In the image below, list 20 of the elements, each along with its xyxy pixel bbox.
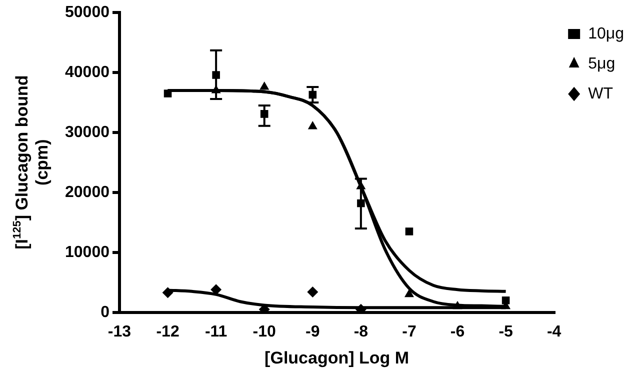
y-tick-label: 50000 <box>64 4 110 22</box>
legend-label: 5μg <box>588 55 616 72</box>
x-tick-label: -11 <box>204 323 228 340</box>
x-axis-title: [Glucagon] Log M <box>264 348 410 368</box>
y-tick-label: 10000 <box>64 244 110 261</box>
x-tick-label: -7 <box>402 323 416 340</box>
legend-label: WT <box>588 85 614 102</box>
y-tick-label: 0 <box>100 304 110 321</box>
x-tick-label: -8 <box>354 323 368 340</box>
x-tick-label: -4 <box>546 323 562 340</box>
x-tick-label: -13 <box>108 323 132 340</box>
x-tick-label: -12 <box>156 323 180 340</box>
x-tick-label: -5 <box>498 323 514 340</box>
y-tick-label: 40000 <box>64 64 110 81</box>
y-tick-label: 20000 <box>64 184 110 201</box>
y-tick-label: 30000 <box>64 124 110 141</box>
x-tick-label: -9 <box>306 323 320 340</box>
legend-label: 10μg <box>588 25 624 42</box>
x-tick-label: -10 <box>252 323 276 340</box>
x-tick-label: -6 <box>450 323 465 340</box>
